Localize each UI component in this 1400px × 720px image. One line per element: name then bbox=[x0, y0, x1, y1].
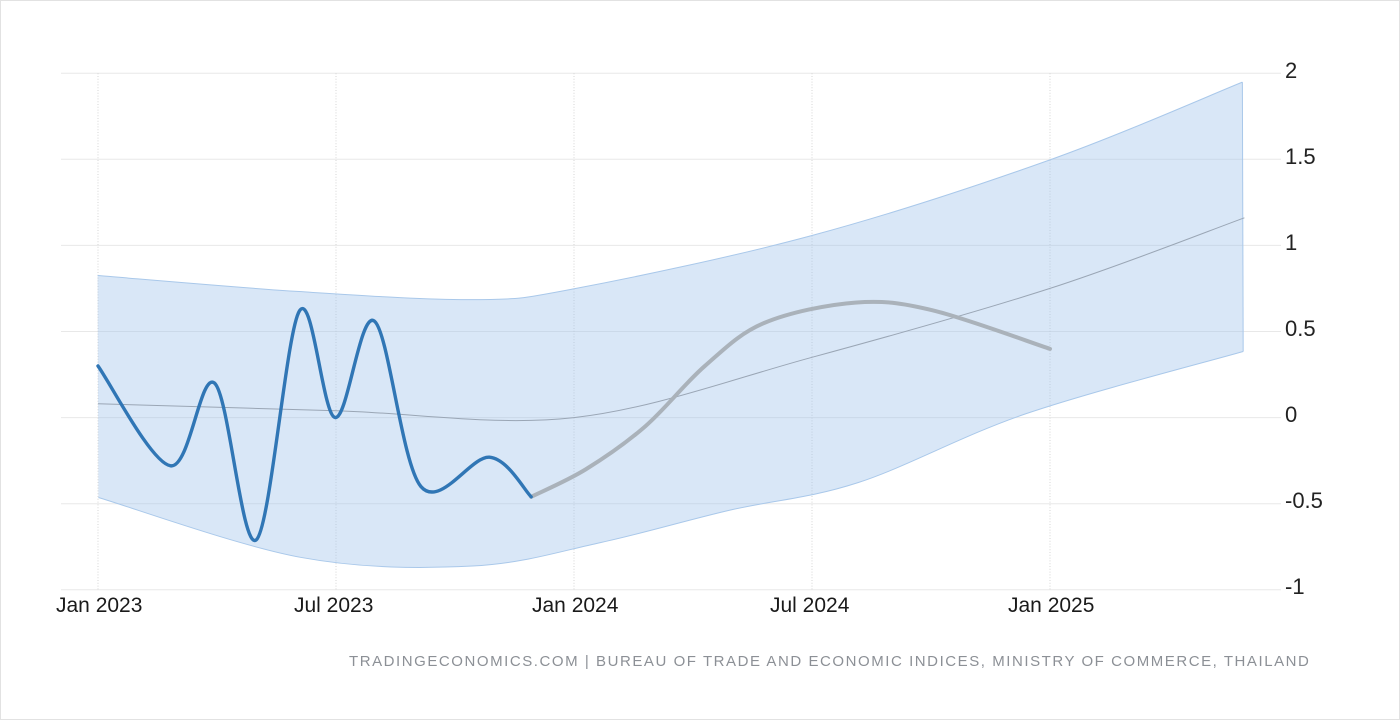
svg-text:1: 1 bbox=[1285, 230, 1297, 255]
svg-text:1.5: 1.5 bbox=[1285, 144, 1316, 169]
svg-text:Jul 2023: Jul 2023 bbox=[294, 594, 373, 617]
svg-text:-1: -1 bbox=[1285, 574, 1305, 599]
svg-text:0.5: 0.5 bbox=[1285, 316, 1316, 341]
svg-text:Jan 2025: Jan 2025 bbox=[1008, 594, 1094, 617]
svg-text:2: 2 bbox=[1285, 58, 1297, 83]
svg-text:Jan 2024: Jan 2024 bbox=[532, 594, 619, 617]
svg-text:Jul 2024: Jul 2024 bbox=[770, 594, 850, 617]
svg-text:-0.5: -0.5 bbox=[1285, 488, 1323, 513]
svg-text:TRADINGECONOMICS.COM | BUREAU: TRADINGECONOMICS.COM | BUREAU OF TRADE A… bbox=[349, 653, 1310, 670]
svg-text:Jan 2023: Jan 2023 bbox=[56, 594, 142, 617]
svg-text:0: 0 bbox=[1285, 402, 1297, 427]
